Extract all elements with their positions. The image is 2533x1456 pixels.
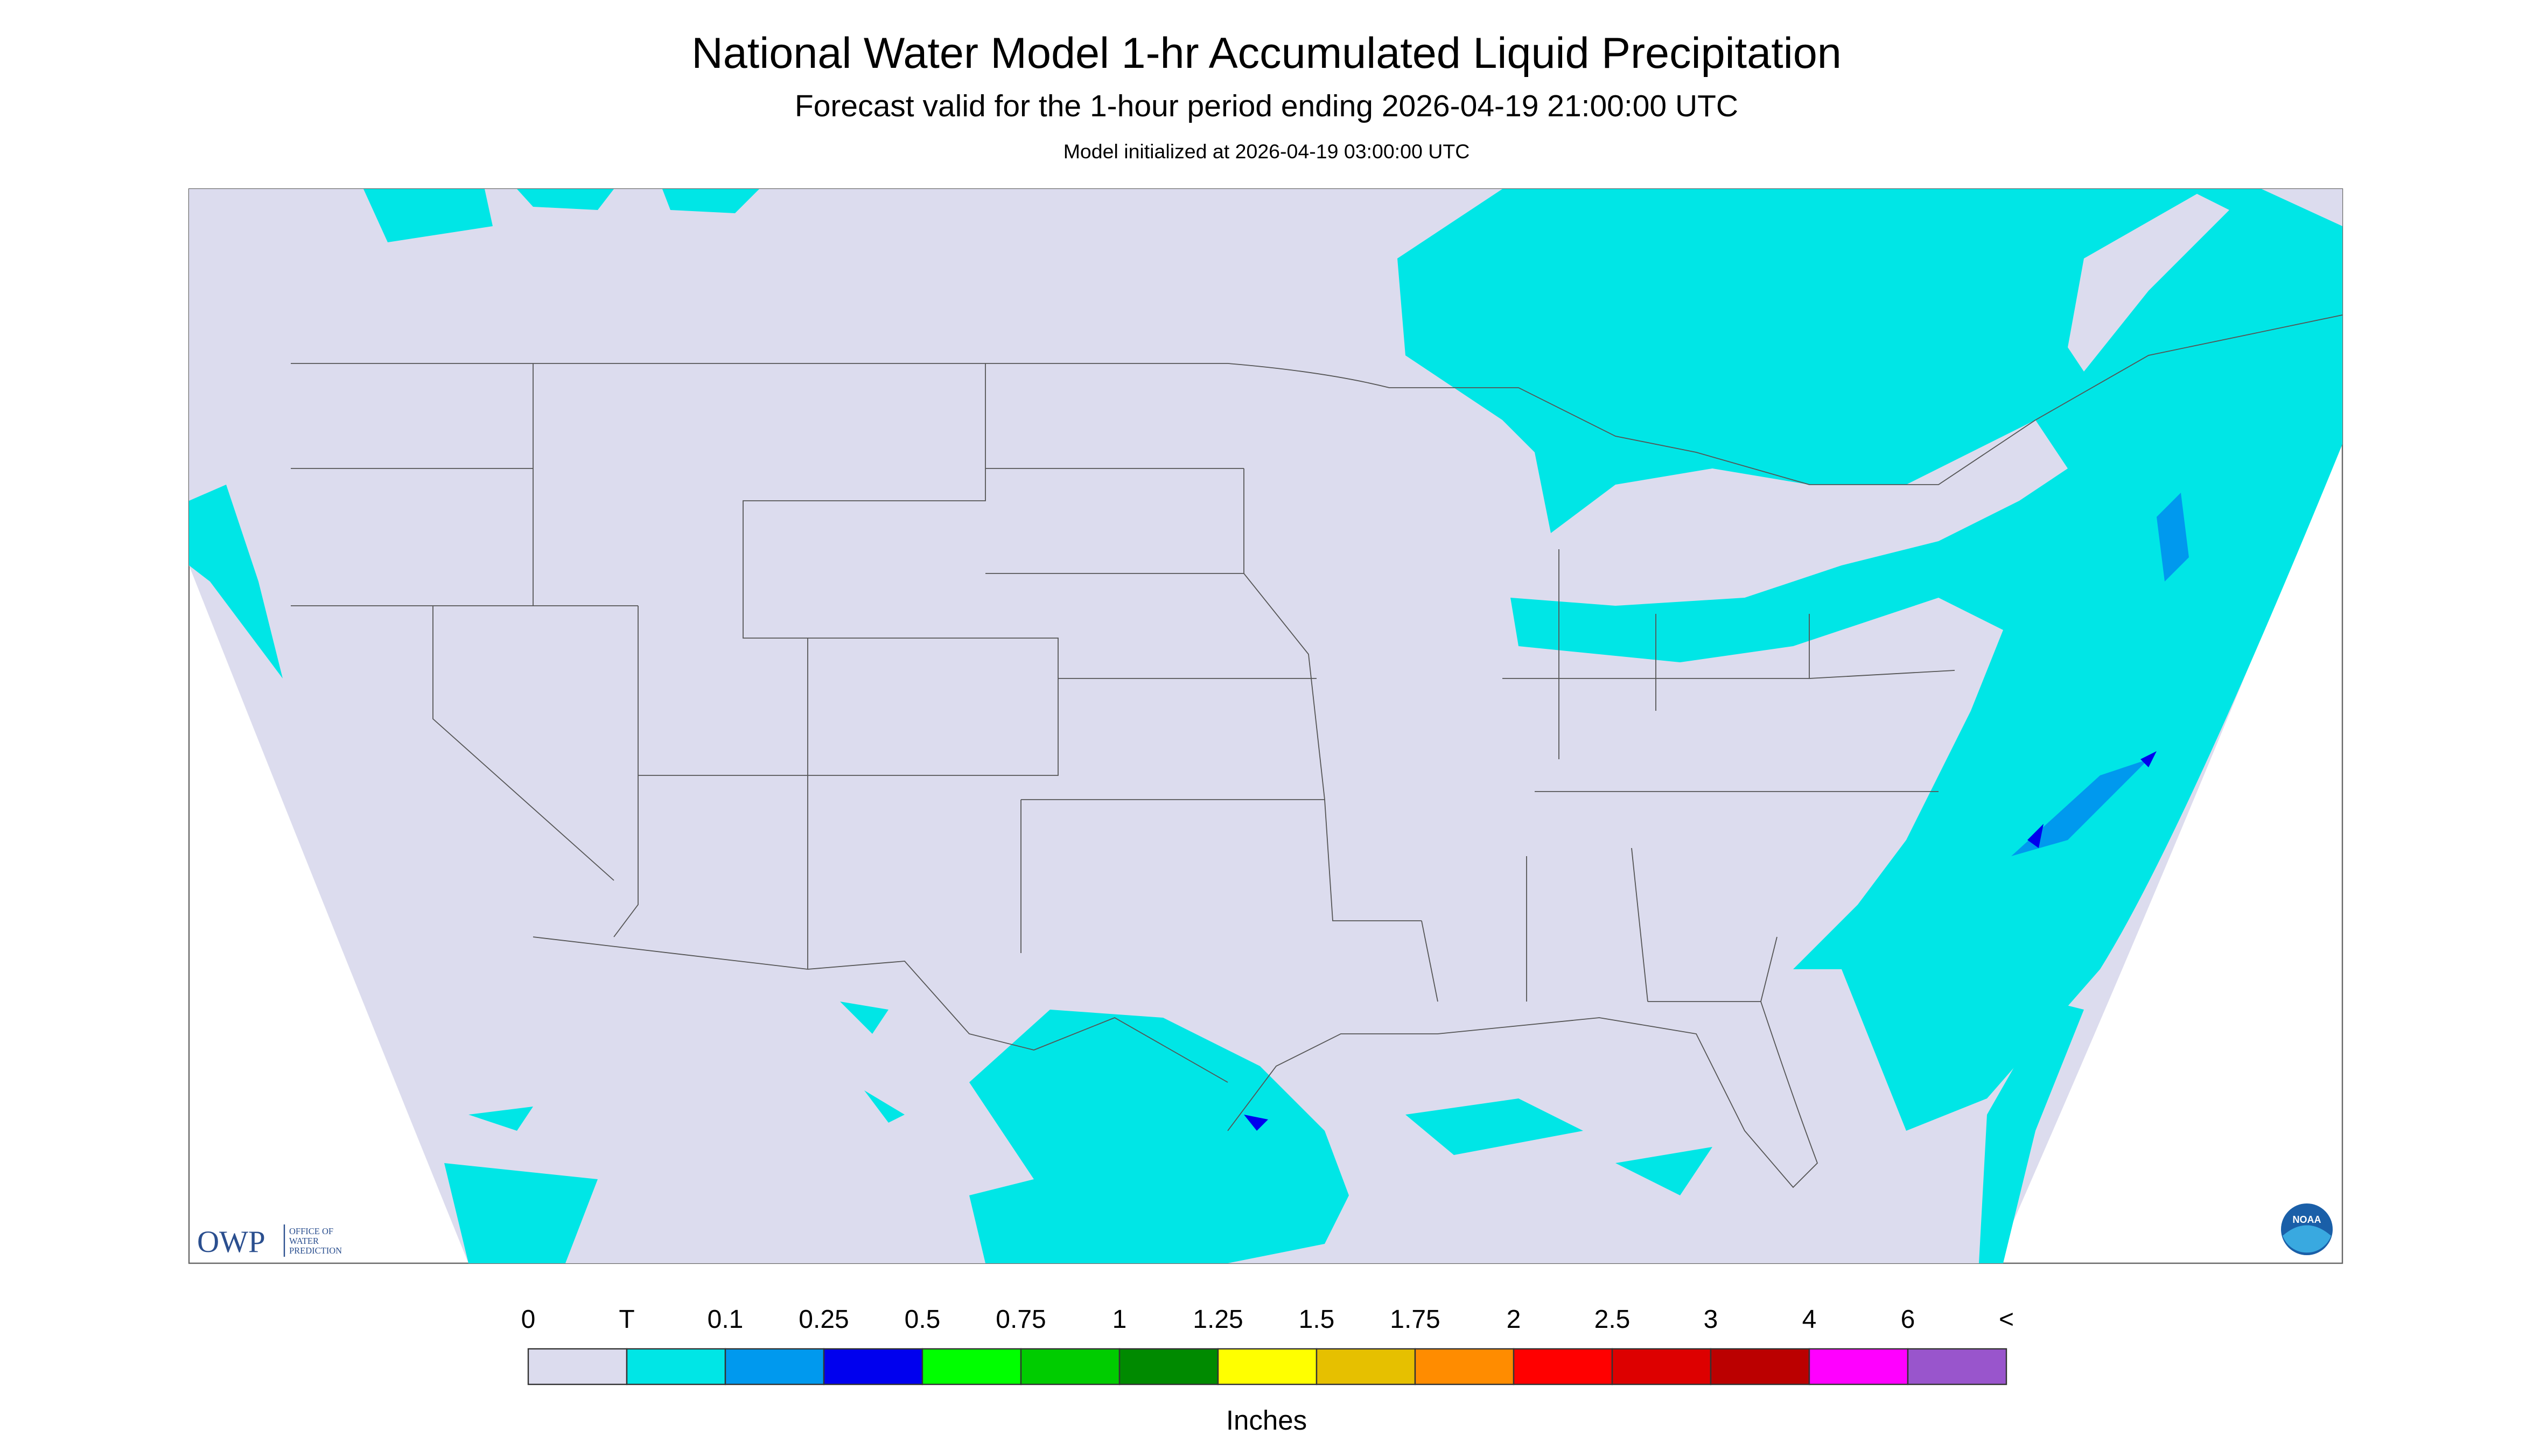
subtitle: Forecast valid for the 1-hour period end… — [795, 89, 1738, 123]
legend-swatch — [1710, 1348, 1810, 1385]
boundaries — [291, 314, 2343, 1188]
legend-label: 0 — [521, 1305, 536, 1334]
legend-swatch — [1611, 1348, 1712, 1385]
legend-swatch — [1316, 1348, 1416, 1385]
init-note: Model initialized at 2026-04-19 03:00:00… — [1063, 140, 1470, 163]
legend-swatch — [1513, 1348, 1613, 1385]
owp-line: WATER — [289, 1236, 319, 1246]
legend-label: 6 — [1901, 1305, 1915, 1334]
legend-label: 1.5 — [1299, 1305, 1335, 1334]
noaa-logo: NOAA — [2281, 1203, 2333, 1256]
legend-swatch — [724, 1348, 825, 1385]
legend-swatch — [626, 1348, 726, 1385]
legend-label: 4 — [1802, 1305, 1817, 1334]
owp-line: OFFICE OF — [289, 1226, 333, 1236]
legend-label: 2.5 — [1594, 1305, 1631, 1334]
precip-areas — [189, 189, 2342, 1264]
legend-label: 3 — [1704, 1305, 1718, 1334]
owp-line: PREDICTION — [289, 1245, 342, 1256]
legend-label: 0.1 — [708, 1305, 744, 1334]
color-legend: 0 T 0.1 0.25 0.5 0.75 1 1.25 1.5 1.75 2 2.5 3 4 6 < — [521, 1305, 2014, 1385]
legend-swatch — [1907, 1348, 2007, 1385]
map: OWP OFFICE OF WATER PREDICTION NOAA — [188, 188, 2343, 1264]
owp-logo: OWP OFFICE OF WATER PREDICTION — [197, 1224, 342, 1259]
legend-label: 0.75 — [996, 1305, 1046, 1334]
legend-label: < — [1999, 1305, 2014, 1334]
legend-swatch — [921, 1348, 1022, 1385]
legend-label: 2 — [1507, 1305, 1521, 1334]
noaa-logo-text: NOAA — [2293, 1214, 2321, 1225]
legend-swatch — [1217, 1348, 1318, 1385]
owp-logo-text: OWP — [197, 1225, 265, 1259]
legend-label: 0.5 — [905, 1305, 941, 1334]
legend-units: Inches — [1226, 1405, 1307, 1436]
legend-label: 0.25 — [799, 1305, 849, 1334]
legend-swatch — [823, 1348, 923, 1385]
legend-swatch — [527, 1348, 628, 1385]
legend-swatch — [1020, 1348, 1121, 1385]
legend-label: T — [619, 1305, 634, 1334]
title: National Water Model 1-hr Accumulated Li… — [691, 29, 1842, 78]
legend-label: 1 — [1112, 1305, 1127, 1334]
legend-swatch — [1808, 1348, 1909, 1385]
legend-label: 1.75 — [1390, 1305, 1440, 1334]
legend-swatch — [1118, 1348, 1219, 1385]
legend-label: 1.25 — [1193, 1305, 1243, 1334]
legend-swatch — [1414, 1348, 1515, 1385]
